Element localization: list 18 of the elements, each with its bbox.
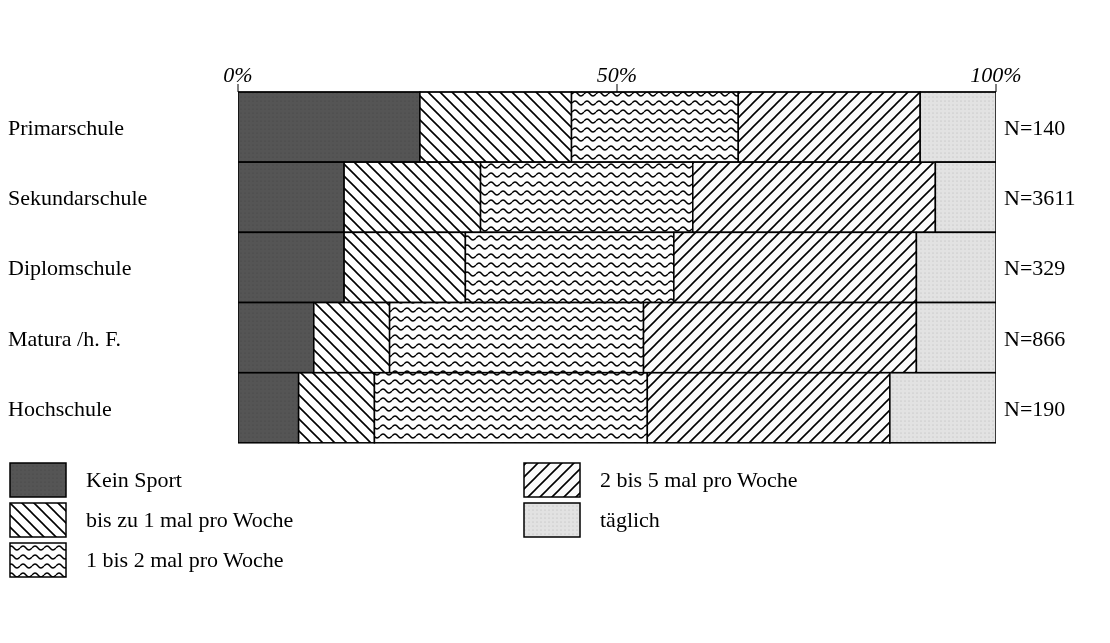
legend-label: bis zu 1 mal pro Woche — [86, 507, 294, 532]
y-tick-label: Primarschule — [8, 114, 125, 140]
text: N=866 — [1004, 325, 1066, 351]
y-tick-label: Diplomschule — [8, 255, 132, 281]
y-tick-label: Matura /h. F. — [8, 325, 122, 351]
y-tick-label: Hochschule — [8, 395, 112, 421]
x-tick-label: 50% — [596, 62, 638, 87]
text: N=3611 — [1004, 185, 1076, 211]
y-tick-label: Sekundarschule — [8, 185, 148, 211]
x-tick-label: 0% — [223, 62, 253, 87]
legend-label: 2 bis 5 mal pro Woche — [600, 467, 798, 492]
text: N=190 — [1004, 395, 1066, 421]
text: N=329 — [1004, 255, 1066, 281]
legend-label: 1 bis 2 mal pro Woche — [86, 547, 284, 572]
legend-label: Kein Sport — [86, 467, 182, 492]
text: N=140 — [1004, 114, 1066, 140]
legend-label: täglich — [600, 507, 660, 532]
x-tick-label: 100% — [970, 62, 1022, 87]
